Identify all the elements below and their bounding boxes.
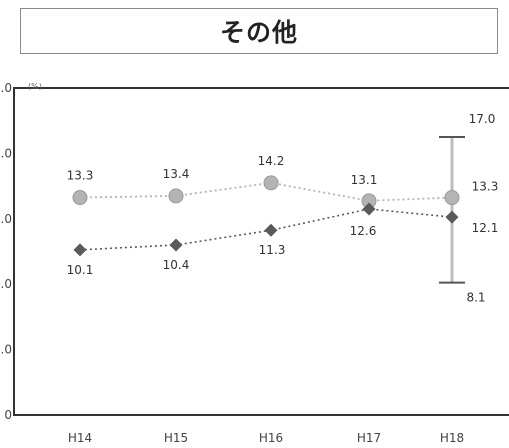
series-2-point	[73, 243, 87, 257]
x-tick-label: H17	[357, 431, 381, 445]
series-1-point	[72, 190, 88, 206]
series-2-point	[445, 210, 459, 224]
y-tick-label: 20.0	[0, 81, 12, 95]
series-2-data-label: 12.1	[472, 221, 499, 235]
series-1-data-label: 13.1	[351, 173, 378, 187]
series-2-point	[169, 238, 183, 252]
x-tick-label: H16	[259, 431, 283, 445]
series-1-point	[444, 190, 460, 206]
x-tick-label: H18	[440, 431, 464, 445]
y-tick-label: 0	[4, 408, 12, 422]
series-2-data-label: 11.3	[259, 243, 286, 257]
plot-area	[13, 87, 509, 416]
series-1-data-label: 14.2	[258, 154, 285, 168]
series-2-point	[362, 202, 376, 216]
series-2-data-label: 10.1	[67, 263, 94, 277]
x-tick-label: H14	[68, 431, 92, 445]
series-1-data-label: 13.3	[67, 169, 94, 183]
series-1-data-label: 13.4	[163, 167, 190, 181]
y-tick-label: 12.0	[0, 212, 12, 226]
chart-title: その他	[219, 18, 298, 47]
series-1-data-label: 13.3	[472, 180, 499, 194]
series-2-line	[79, 208, 453, 251]
range-bar-high-label: 17.0	[469, 112, 496, 126]
x-tick-label: H15	[164, 431, 188, 445]
range-bar-low-label: 8.1	[466, 291, 485, 305]
y-tick-label: 4.0	[0, 343, 12, 357]
series-2-data-label: 10.4	[163, 258, 190, 272]
y-tick-label: 8.0	[0, 277, 12, 291]
series-2-point	[264, 223, 278, 237]
y-tick-label: 16.0	[0, 146, 12, 160]
chart-title-box: その他	[20, 8, 498, 54]
series-1-point	[263, 175, 279, 191]
y-unit-label: (%)	[28, 82, 42, 91]
series-2-data-label: 12.6	[350, 224, 377, 238]
series-1-point	[168, 188, 184, 204]
